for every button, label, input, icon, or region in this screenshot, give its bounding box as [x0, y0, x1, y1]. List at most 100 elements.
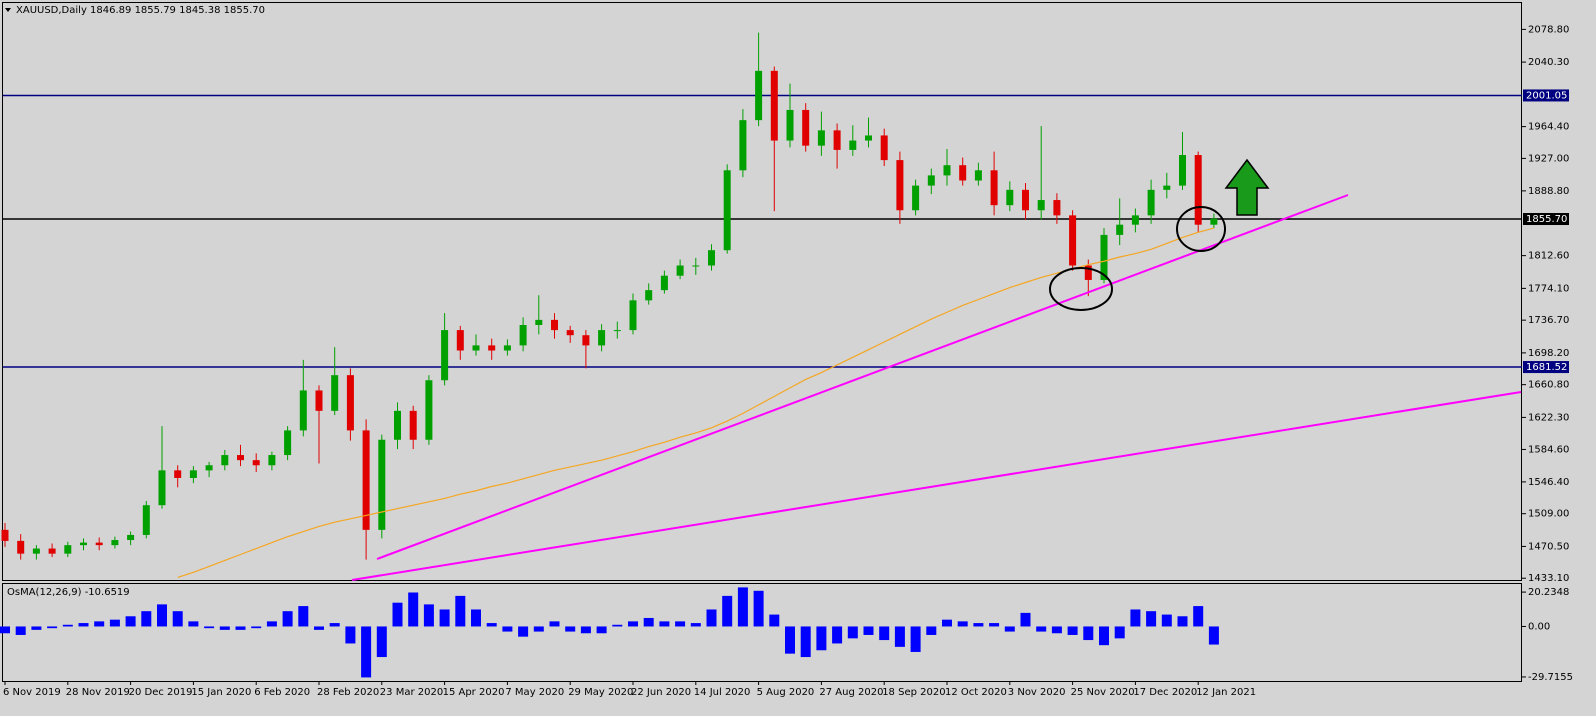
- osma-bar: [282, 611, 293, 627]
- candle-body: [441, 330, 449, 381]
- osma-bar: [109, 619, 120, 627]
- x-tick-label: 6 Feb 2020: [254, 687, 310, 698]
- marks: 2078.80 2040.30 1964.40 1927.00 1888.80 1812.…: [0, 24, 1573, 698]
- osma-bar: [1146, 611, 1157, 627]
- y-tick-label: 2078.80: [1528, 24, 1569, 35]
- indicator-title: OsMA(12,26,9) -10.6519: [7, 587, 130, 598]
- candle-body: [708, 250, 715, 266]
- osma-bar: [753, 590, 764, 627]
- candle-body: [284, 430, 292, 456]
- osma-bar: [894, 626, 905, 647]
- y-tick-label: 1927.00: [1528, 153, 1569, 164]
- candle-body: [362, 430, 370, 530]
- y-tick-label: 1888.80: [1528, 186, 1569, 197]
- candle-body: [645, 290, 653, 301]
- candle-body: [1037, 200, 1045, 211]
- osma-bar: [266, 621, 277, 627]
- osma-bar: [832, 626, 843, 644]
- y-tick-label: 1660.80: [1528, 380, 1569, 391]
- candle-body: [786, 109, 794, 141]
- candle-body: [833, 130, 841, 150]
- osma-bar: [879, 626, 890, 641]
- x-tick-label: 6 Nov 2019: [3, 687, 61, 698]
- osma-bar: [800, 626, 811, 658]
- y-tick-label: 1736.70: [1528, 315, 1569, 326]
- osma-bar: [518, 626, 529, 637]
- osma-bar: [1161, 614, 1172, 627]
- osma-bar: [298, 606, 309, 627]
- candle-body: [660, 275, 668, 291]
- osma-bar: [926, 626, 937, 635]
- candle-body: [817, 130, 825, 146]
- osma-bar: [863, 626, 874, 635]
- candle-body: [912, 185, 920, 211]
- candle-body: [472, 345, 480, 351]
- candle-body: [676, 265, 684, 276]
- y-tick-label: 1774.10: [1528, 283, 1569, 294]
- level-tag: [1523, 361, 1569, 374]
- x-tick-label: 12 Jan 2021: [1196, 687, 1256, 698]
- osma-bar: [47, 626, 58, 629]
- candle-body: [1210, 218, 1218, 225]
- osma-bar: [1051, 626, 1062, 634]
- osma-bar: [0, 626, 10, 634]
- osma-bar: [957, 621, 968, 627]
- candle-body: [17, 540, 25, 554]
- osma-bar: [1114, 626, 1125, 639]
- x-tick-label: 20 Dec 2019: [129, 687, 193, 698]
- osma-bar: [329, 623, 340, 627]
- osma-bar: [847, 626, 858, 639]
- candle-body: [692, 265, 700, 267]
- candle-body: [48, 548, 56, 554]
- trend-line: [376, 194, 1349, 560]
- x-tick-label: 5 Aug 2020: [757, 687, 815, 698]
- candle-body: [1053, 200, 1061, 216]
- level-label: 1681.52: [1526, 362, 1567, 373]
- candle-body: [127, 534, 135, 541]
- candle-body: [849, 140, 857, 150]
- y-tick-label: 1964.40: [1528, 122, 1569, 133]
- osma-bar: [989, 623, 1000, 627]
- x-tick-label: 7 May 2020: [505, 687, 564, 698]
- osma-bar: [1099, 626, 1109, 646]
- candle-body: [158, 470, 166, 506]
- x-tick-label: 14 Jul 2020: [694, 687, 751, 698]
- osma-bar: [361, 626, 372, 678]
- osma-bar: [31, 626, 42, 630]
- candle-body: [64, 545, 72, 554]
- y-tick-label: 1470.50: [1528, 541, 1569, 552]
- dropdown-icon: [5, 8, 11, 12]
- candle-body: [189, 470, 197, 478]
- candle-body: [1006, 189, 1014, 206]
- osma-bar: [94, 621, 105, 627]
- osma-bar: [706, 609, 717, 627]
- candle-body: [142, 505, 150, 535]
- osma-bar: [141, 611, 152, 627]
- candle-body: [755, 70, 763, 121]
- osma-bar: [1004, 626, 1015, 632]
- osma-bar: [690, 623, 701, 627]
- candle-body: [1194, 155, 1202, 225]
- candle-body: [315, 390, 323, 411]
- osma-bar: [675, 621, 686, 627]
- osma-bar: [910, 626, 921, 652]
- y-tick-label: 1509.00: [1528, 509, 1569, 520]
- candle-body: [111, 540, 119, 546]
- candle-body: [770, 70, 778, 141]
- osma-bar: [612, 624, 623, 627]
- level-label: 2001.05: [1526, 90, 1567, 101]
- osma-bar: [204, 626, 215, 629]
- y-tick-label: 20.2348: [1528, 587, 1569, 598]
- x-tick-label: 25 Nov 2020: [1071, 687, 1135, 698]
- x-tick-label: 28 Feb 2020: [317, 687, 379, 698]
- candle-body: [394, 410, 401, 440]
- candle-body: [974, 170, 982, 181]
- osma-bar: [785, 626, 795, 654]
- osma-bar: [737, 587, 748, 627]
- level-label: 1855.70: [1526, 214, 1567, 225]
- osma-bar: [251, 626, 262, 629]
- osma-bar: [392, 602, 403, 627]
- candle-body: [723, 170, 731, 251]
- osma-bar: [78, 623, 89, 627]
- chart-title: XAUUSD,Daily 1846.89 1855.79 1845.38 185…: [16, 5, 265, 16]
